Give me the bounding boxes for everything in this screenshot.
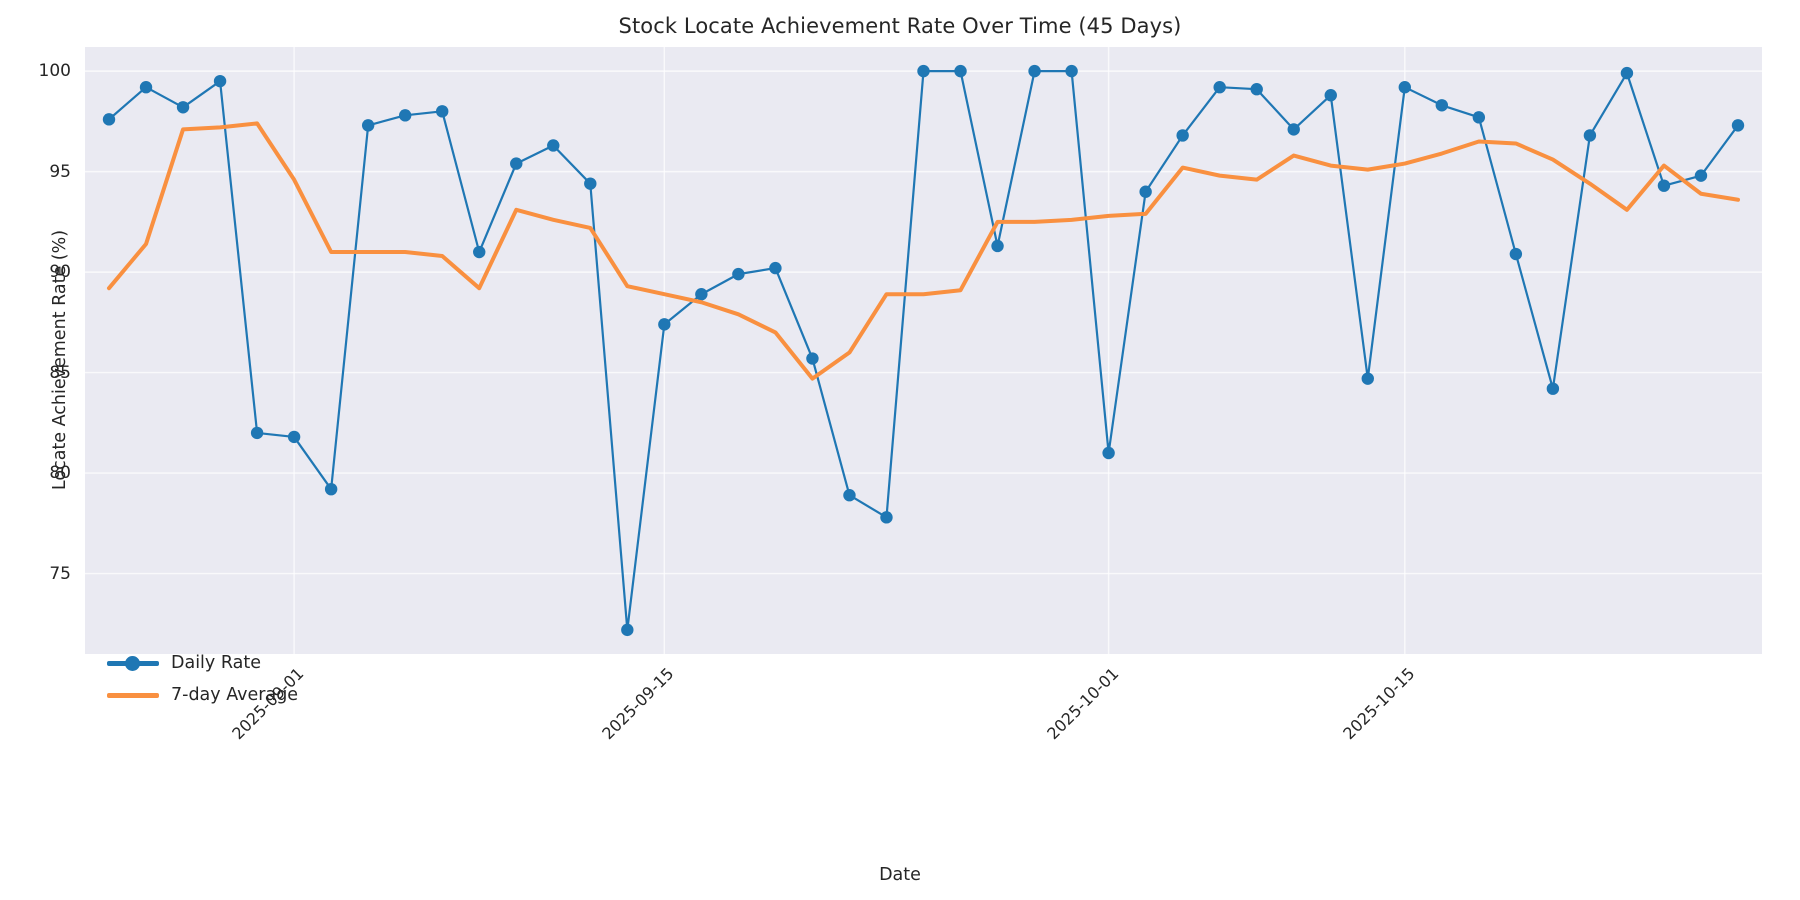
data-point-marker: [1176, 129, 1189, 142]
data-point-marker: [769, 261, 782, 275]
data-point-marker: [954, 64, 967, 78]
plot-canvas: [85, 47, 1762, 654]
data-point-marker: [1324, 89, 1337, 102]
data-series-layer: [102, 64, 1745, 637]
data-point-marker: [1287, 123, 1300, 136]
data-point-marker: [436, 105, 449, 118]
y-tick-label: 100: [38, 61, 71, 82]
data-point-marker: [1250, 83, 1263, 96]
data-point-marker: [1213, 80, 1226, 94]
x-tick-label: 2025-10-15: [1339, 664, 1419, 744]
data-point-marker: [1620, 66, 1634, 80]
data-point-marker: [806, 352, 819, 365]
data-point-marker: [658, 318, 671, 331]
data-point-marker: [732, 267, 745, 281]
data-point-marker: [1065, 64, 1078, 78]
legend-item[interactable]: Daily Rate: [107, 652, 298, 674]
y-tick-label: 85: [49, 362, 71, 383]
data-point-marker: [584, 177, 597, 190]
data-point-marker: [1139, 185, 1152, 198]
series-line-daily-rate: [107, 70, 1740, 631]
data-point-marker: [361, 119, 375, 132]
data-point-marker: [991, 239, 1004, 253]
data-point-marker: [1657, 179, 1671, 192]
data-point-marker: [176, 101, 190, 114]
legend-line-icon: [107, 693, 159, 698]
data-point-marker: [250, 426, 264, 440]
plot-area: [85, 47, 1762, 654]
legend-label: Daily Rate: [171, 653, 261, 673]
legend-marker-icon: [125, 655, 140, 671]
data-point-marker: [621, 623, 634, 637]
data-point-marker: [139, 80, 153, 94]
data-point-marker: [398, 109, 412, 122]
chart-legend: Daily Rate 7-day Average: [97, 646, 308, 714]
data-point-marker: [1546, 382, 1560, 395]
gridlines: [85, 47, 1762, 654]
data-point-marker: [880, 511, 893, 524]
legend-swatch-icon: [107, 684, 159, 706]
legend-item[interactable]: 7-day Average: [107, 684, 298, 706]
data-point-marker: [695, 288, 708, 301]
series-line-7-day-average: [107, 121, 1740, 381]
data-point-marker: [287, 430, 301, 444]
data-point-marker: [213, 74, 227, 88]
data-point-marker: [1102, 446, 1115, 460]
y-tick-label: 90: [49, 262, 71, 283]
x-tick-label: 2025-10-01: [1042, 664, 1123, 744]
data-point-marker: [1361, 372, 1374, 385]
data-point-marker: [1472, 111, 1486, 124]
data-point-marker: [324, 482, 338, 496]
data-point-marker: [1694, 169, 1708, 182]
data-point-marker: [1398, 80, 1411, 94]
chart-title: Stock Locate Achievement Rate Over Time …: [618, 14, 1182, 38]
y-tick-label: 95: [49, 161, 71, 182]
data-point-marker: [1435, 99, 1449, 112]
data-point-marker: [102, 113, 116, 126]
y-tick-label: 80: [49, 463, 71, 484]
data-point-marker: [1028, 64, 1041, 78]
data-point-marker: [1731, 119, 1745, 132]
legend-label: 7-day Average: [171, 685, 299, 705]
x-tick-label: 2025-09-15: [598, 664, 678, 744]
data-point-marker: [843, 489, 856, 502]
data-point-marker: [917, 64, 930, 78]
legend-swatch-icon: [107, 652, 159, 674]
y-tick-label: 75: [49, 563, 71, 584]
x-axis-label: Date: [879, 865, 921, 885]
data-point-marker: [473, 245, 486, 259]
data-point-marker: [547, 139, 560, 152]
data-point-marker: [1583, 129, 1597, 142]
data-point-marker: [510, 157, 523, 170]
data-point-marker: [1509, 247, 1523, 261]
